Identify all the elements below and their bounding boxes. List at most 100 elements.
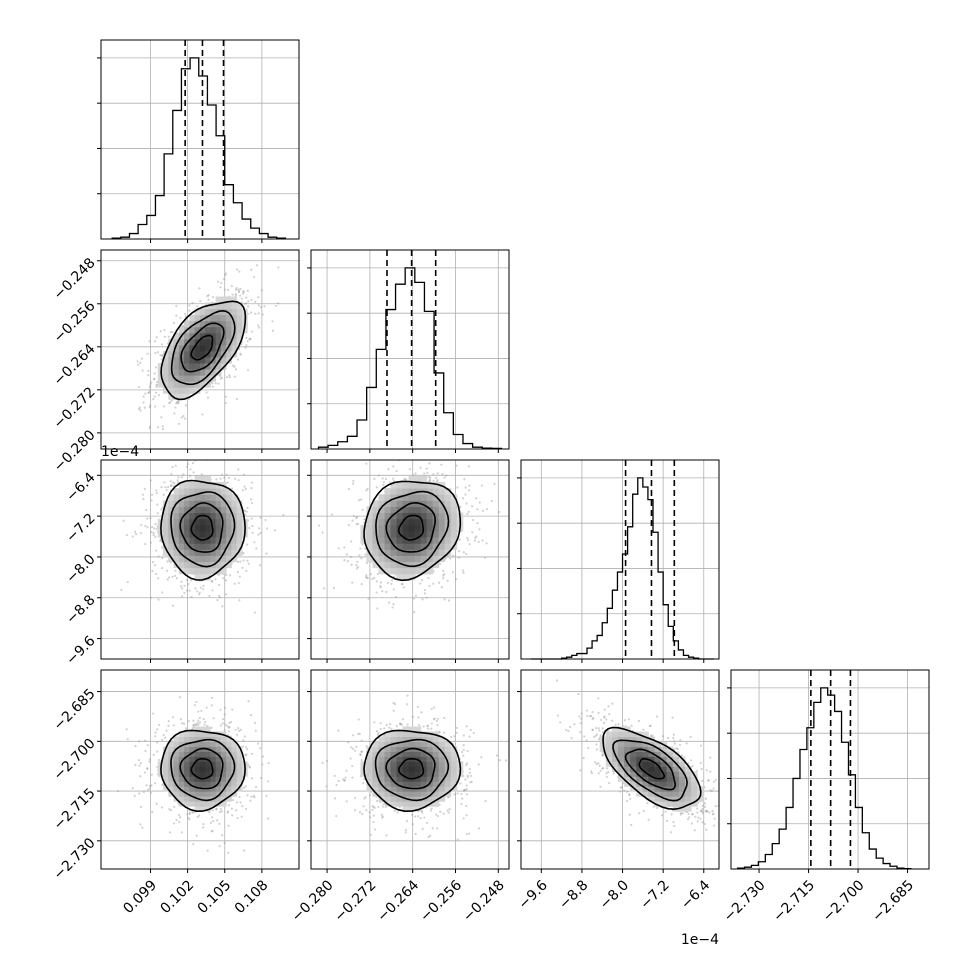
- density-cell: [189, 741, 196, 747]
- density-cell: [231, 776, 238, 782]
- density-cell: [199, 338, 206, 346]
- sample-point: [277, 266, 280, 269]
- sample-point: [224, 401, 227, 405]
- sample-point: [199, 586, 203, 589]
- density-cell: [220, 524, 227, 532]
- sample-point: [239, 353, 242, 356]
- y-tick-label: −9.6: [63, 633, 98, 668]
- sample-point: [246, 559, 249, 562]
- y-tick-label: −2.700: [51, 736, 99, 784]
- density-cell: [215, 494, 222, 501]
- density-cell: [402, 543, 410, 550]
- sample-point: [235, 268, 239, 271]
- sample-point: [411, 715, 414, 718]
- sample-point: [428, 462, 431, 465]
- sample-point: [478, 501, 481, 504]
- density-cell: [231, 512, 238, 520]
- joint-panel-1-3: −0.280−0.272−0.264−0.256−0.248: [289, 669, 510, 925]
- density-cell: [226, 506, 232, 514]
- sample-point: [188, 309, 191, 312]
- density-cell: [199, 741, 206, 747]
- density-cell: [215, 741, 222, 747]
- density-cell: [199, 806, 206, 812]
- sample-point: [251, 531, 254, 534]
- density-cell: [205, 731, 211, 737]
- sample-point: [343, 546, 346, 549]
- density-cell: [210, 512, 217, 520]
- density-cell: [408, 494, 416, 501]
- sample-point: [365, 561, 369, 564]
- sample-point: [227, 726, 230, 729]
- density-cell: [215, 756, 222, 762]
- sample-point: [243, 302, 246, 305]
- sample-point: [366, 487, 369, 491]
- sample-point: [214, 578, 217, 581]
- sample-point: [254, 785, 258, 789]
- sample-point: [392, 477, 395, 480]
- density-cell: [220, 308, 227, 316]
- sample-point: [154, 351, 157, 355]
- density-cell: [189, 731, 196, 737]
- sample-point: [273, 529, 277, 532]
- density-cell: [220, 356, 227, 364]
- density-cell: [438, 518, 446, 526]
- density-cell: [390, 537, 398, 544]
- density-cell: [189, 506, 196, 514]
- sample-point: [149, 791, 152, 794]
- density-cell: [168, 771, 175, 777]
- density-cell: [184, 801, 190, 807]
- sample-point: [193, 704, 197, 707]
- density-cell: [384, 537, 392, 544]
- density-cell: [163, 537, 169, 544]
- sample-point: [212, 820, 215, 823]
- sample-point: [152, 531, 155, 535]
- sample-point: [192, 471, 195, 474]
- sample-point: [432, 479, 435, 482]
- density-cell: [378, 506, 386, 514]
- density-cell: [226, 796, 232, 802]
- density-cell: [173, 332, 180, 340]
- sample-point: [177, 422, 180, 425]
- density-cell: [236, 543, 243, 550]
- sample-point: [148, 425, 152, 429]
- sample-point: [195, 723, 198, 727]
- sample-point: [464, 778, 467, 781]
- sample-point: [238, 599, 241, 602]
- sample-point: [211, 295, 215, 299]
- density-cell: [163, 761, 169, 767]
- sample-point: [154, 731, 157, 734]
- sample-point: [237, 479, 240, 482]
- density-cell: [199, 791, 206, 797]
- sample-point: [179, 718, 182, 721]
- density-cell: [360, 537, 367, 544]
- density-cell: [178, 481, 185, 489]
- sample-point: [137, 759, 140, 762]
- sample-point: [150, 381, 153, 384]
- sample-point: [259, 747, 262, 750]
- sample-point: [157, 393, 160, 397]
- sample-point: [155, 385, 158, 388]
- sample-point: [249, 498, 253, 501]
- sample-point: [233, 582, 236, 585]
- density-cell: [215, 746, 222, 752]
- density-cell: [173, 506, 180, 514]
- sample-point: [160, 358, 163, 361]
- sample-point: [202, 588, 205, 591]
- sample-point: [474, 536, 477, 540]
- density-cell: [194, 375, 201, 382]
- x-tick-label: 0.105: [195, 877, 235, 917]
- sample-point: [183, 417, 187, 420]
- sample-point: [160, 416, 163, 419]
- sample-point: [164, 486, 167, 489]
- density-cell: [220, 500, 227, 507]
- density-cell: [231, 555, 238, 563]
- density-cell: [384, 555, 392, 563]
- density-cell: [426, 543, 434, 550]
- density-cell: [220, 776, 227, 782]
- sample-point: [220, 281, 223, 285]
- density-cell: [220, 801, 227, 807]
- sample-point: [234, 368, 238, 371]
- density-cell: [444, 500, 452, 507]
- density-cell: [360, 524, 367, 532]
- sample-point: [242, 786, 246, 789]
